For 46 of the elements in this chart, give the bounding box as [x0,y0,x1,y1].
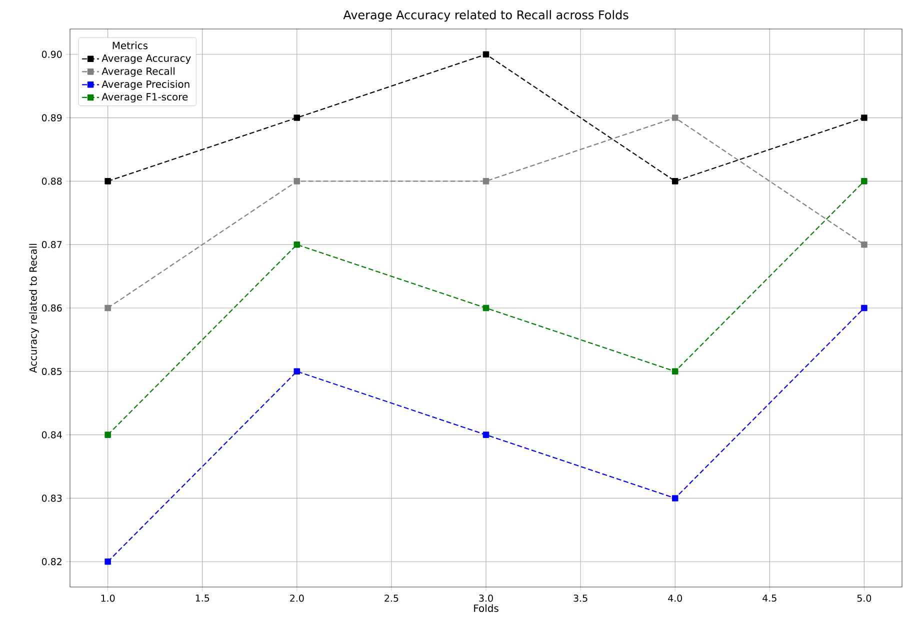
x-tick-label: 5.0 [857,594,872,602]
y-tick-label: 0.88 [42,178,62,185]
point [861,178,868,184]
x-tick-label: 3.5 [574,594,588,602]
point [294,114,300,121]
point [104,558,111,565]
point [482,304,490,312]
point [672,178,678,184]
x-axis-title: Folds [474,604,498,612]
legend-label: Average Recall [102,67,174,77]
y-tick-label: 0.89 [42,114,62,122]
point [861,304,868,312]
x-tick-label: 3.0 [479,594,493,602]
x-tick-label: 4.0 [668,594,682,602]
y-tick-label: 0.87 [42,241,62,248]
legend-label: Average Accuracy [102,54,191,64]
x-tick-label: 2.0 [290,594,304,602]
y-tick-label: 0.86 [42,304,62,312]
point [294,368,300,375]
y-tick-label: 0.90 [42,50,62,58]
y-axis-title: Accuracy related to Recall [29,244,39,373]
point [482,51,490,58]
legend-title: Metrics [112,42,148,50]
y-tick-label: 0.82 [42,558,62,566]
point [104,432,111,438]
point [861,241,868,248]
point [672,114,678,121]
point [104,304,111,312]
x-tick-label: 2.5 [384,594,398,602]
point [104,178,111,184]
point [294,178,300,184]
x-tick-label: 1.5 [196,594,210,602]
y-tick-label: 0.84 [42,431,62,438]
point [294,241,300,248]
chart-title: Average Accuracy related to Recall across Folds [343,10,628,22]
y-tick-label: 0.83 [42,494,62,502]
point [861,114,868,121]
x-tick-label: 4.5 [762,594,776,602]
x-tick-label: 1.0 [101,594,115,602]
point [672,495,678,502]
point [482,432,490,438]
y-tick-label: 0.85 [42,368,62,375]
legend-label: Average Precision [102,80,190,90]
point [482,178,490,184]
legend-label: Average F1-score [102,93,188,102]
point [672,368,678,375]
